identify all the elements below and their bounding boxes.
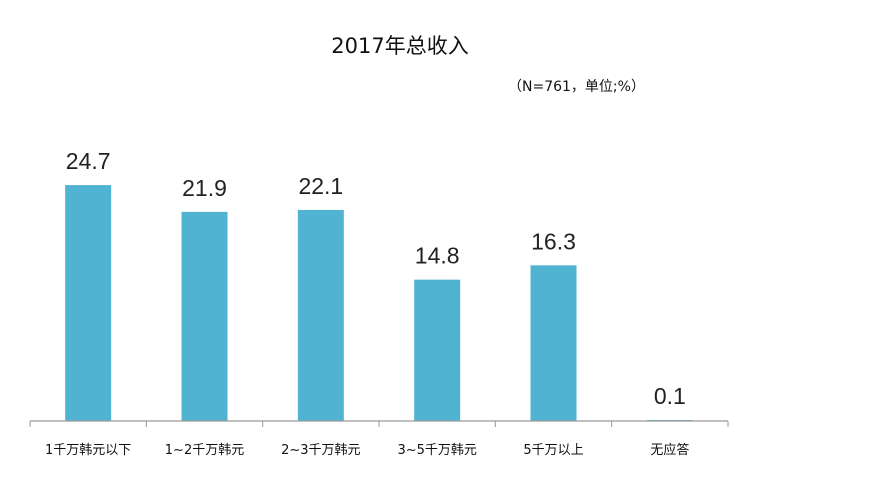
bar [181, 211, 228, 421]
bar-value-label: 22.1 [298, 173, 343, 199]
category-label: 1千万韩元以下 [45, 443, 131, 458]
bar [530, 265, 577, 421]
bar [297, 209, 344, 421]
bar-value-label: 16.3 [531, 228, 576, 254]
value-labels-group: 24.7 21.9 22.1 14.8 16.3 0.1 [66, 148, 686, 409]
category-label: 5千万以上 [523, 443, 583, 458]
category-label: 1~2千万韩元 [165, 443, 244, 458]
bar-value-label: 21.9 [182, 175, 227, 201]
bar [65, 185, 112, 421]
bar-value-label: 0.1 [654, 383, 686, 409]
category-label: 无应答 [650, 442, 689, 458]
bar-value-label: 14.8 [415, 243, 460, 269]
bars-group [65, 185, 693, 421]
category-label: 3~5千万韩元 [397, 443, 476, 458]
chart-note: （N=761，单位;%） [508, 79, 645, 95]
category-label: 2~3千万韩元 [281, 443, 360, 458]
x-axis-ticks [29, 421, 729, 427]
bar-value-label: 24.7 [66, 148, 111, 174]
chart-title: 2017年总收入 [331, 34, 469, 58]
category-labels-group: 1千万韩元以下 1~2千万韩元 2~3千万韩元 3~5千万韩元 5千万以上 无应答 [45, 442, 689, 458]
bar [414, 279, 461, 421]
